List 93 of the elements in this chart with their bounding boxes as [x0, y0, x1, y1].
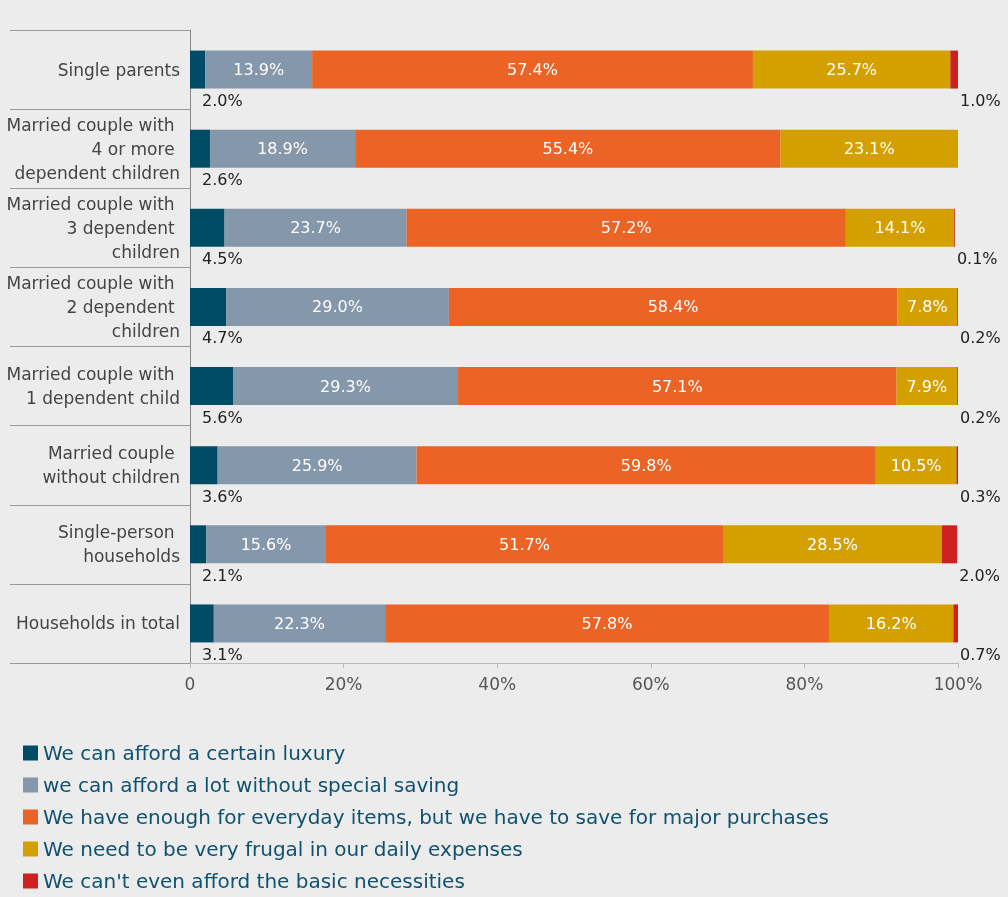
data-label: 0.2%: [960, 407, 1001, 427]
bar: [896, 367, 958, 406]
bar: [325, 525, 723, 564]
bar: [416, 446, 876, 485]
data-label: 59.8%: [620, 455, 672, 475]
bar: [722, 525, 942, 564]
data-label: 58.4%: [647, 297, 699, 317]
bar: [875, 446, 957, 485]
data-label: 18.9%: [257, 139, 308, 159]
bar: [752, 50, 951, 89]
data-label: 7.9%: [906, 376, 948, 396]
bar: [845, 208, 955, 247]
data-label: 4.7%: [202, 328, 243, 348]
bar: [897, 287, 958, 326]
data-label: 25.7%: [826, 60, 878, 80]
x-tick-label: 20%: [324, 673, 363, 694]
bar: [953, 604, 958, 643]
data-label: 57.4%: [507, 60, 558, 80]
y-tick-label: Married couple with 1 dependent child: [6, 364, 180, 409]
bar: [941, 525, 958, 564]
y-tick-label: Single-person households: [57, 522, 181, 567]
data-label: 2.1%: [202, 565, 243, 585]
bar: [190, 604, 214, 643]
data-label: 7.8%: [906, 297, 948, 317]
data-label: 16.2%: [865, 613, 917, 633]
data-label: 0.1%: [956, 249, 998, 269]
bar: [190, 367, 234, 406]
y-tick-label: Households in total: [16, 613, 180, 634]
bar: [213, 604, 386, 643]
legend-label: We can afford a certain luxury: [43, 741, 346, 765]
data-label: 1.0%: [960, 91, 1001, 111]
data-label: 22.3%: [274, 613, 325, 633]
x-tick-label: 40%: [478, 673, 517, 694]
data-label: 57.2%: [600, 218, 652, 238]
legend-label: we can afford a lot without special saving: [43, 773, 460, 797]
data-label: 10.5%: [890, 455, 942, 475]
bar: [233, 367, 459, 406]
data-label: 0.2%: [960, 328, 1001, 348]
data-label: 57.1%: [651, 376, 703, 396]
data-label: 15.6%: [240, 534, 292, 554]
bar: [448, 287, 898, 326]
bar: [190, 208, 225, 247]
bar: [190, 446, 218, 485]
bar: [385, 604, 829, 643]
data-label: 25.9%: [291, 455, 343, 475]
bar: [209, 129, 356, 168]
x-tick-label: 80%: [785, 673, 824, 694]
bar: [190, 525, 207, 564]
bar: [205, 50, 313, 89]
bar: [312, 50, 753, 89]
data-label: 0.7%: [960, 644, 1001, 664]
data-label: 5.6%: [202, 407, 243, 427]
y-tick-label: Married couple with 2 dependent children: [6, 272, 180, 341]
x-tick-label: 0: [184, 673, 196, 694]
y-tick-label: Married couple with 4 or more dependent children: [6, 114, 180, 183]
data-label: 14.1%: [874, 218, 926, 238]
data-label: 3.6%: [202, 486, 243, 506]
bar: [224, 208, 407, 247]
x-tick-label: 100%: [933, 673, 983, 694]
data-label: 55.4%: [542, 139, 594, 159]
bar: [190, 50, 206, 89]
bar: [206, 525, 326, 564]
bar: [458, 367, 897, 406]
bar: [226, 287, 449, 326]
bar: [190, 129, 210, 168]
data-label: 23.7%: [290, 218, 341, 238]
data-label: 28.5%: [807, 534, 858, 554]
data-label: 13.9%: [233, 60, 285, 80]
data-label: 23.1%: [843, 139, 895, 159]
bar: [406, 208, 846, 247]
legend-label: We need to be very frugal in our daily expenses: [43, 837, 523, 861]
data-label: 29.3%: [320, 376, 371, 396]
legend-label: We can't even afford the basic necessities: [43, 869, 465, 893]
bar: [780, 129, 958, 168]
data-label: 2.6%: [202, 170, 243, 190]
bar: [828, 604, 954, 643]
data-label: 51.7%: [499, 534, 550, 554]
data-label: 4.5%: [202, 249, 243, 269]
y-tick-label: Single parents: [57, 59, 181, 80]
bar: [190, 287, 227, 326]
bar: [217, 446, 417, 485]
data-label: 2.0%: [959, 565, 1000, 585]
y-tick-label: Married couple without children: [42, 443, 180, 488]
data-label: 0.3%: [960, 486, 1001, 506]
x-tick-label: 60%: [631, 673, 670, 694]
data-label: 29.0%: [312, 297, 363, 317]
data-label: 2.0%: [202, 91, 243, 111]
data-label: 57.8%: [581, 613, 633, 633]
bar: [355, 129, 781, 168]
data-label: 3.1%: [202, 644, 243, 664]
y-tick-label: Married couple with 3 dependent children: [6, 193, 180, 262]
bar: [950, 50, 958, 89]
legend-label: We have enough for everyday items, but we have to save for major purchases: [43, 805, 829, 829]
